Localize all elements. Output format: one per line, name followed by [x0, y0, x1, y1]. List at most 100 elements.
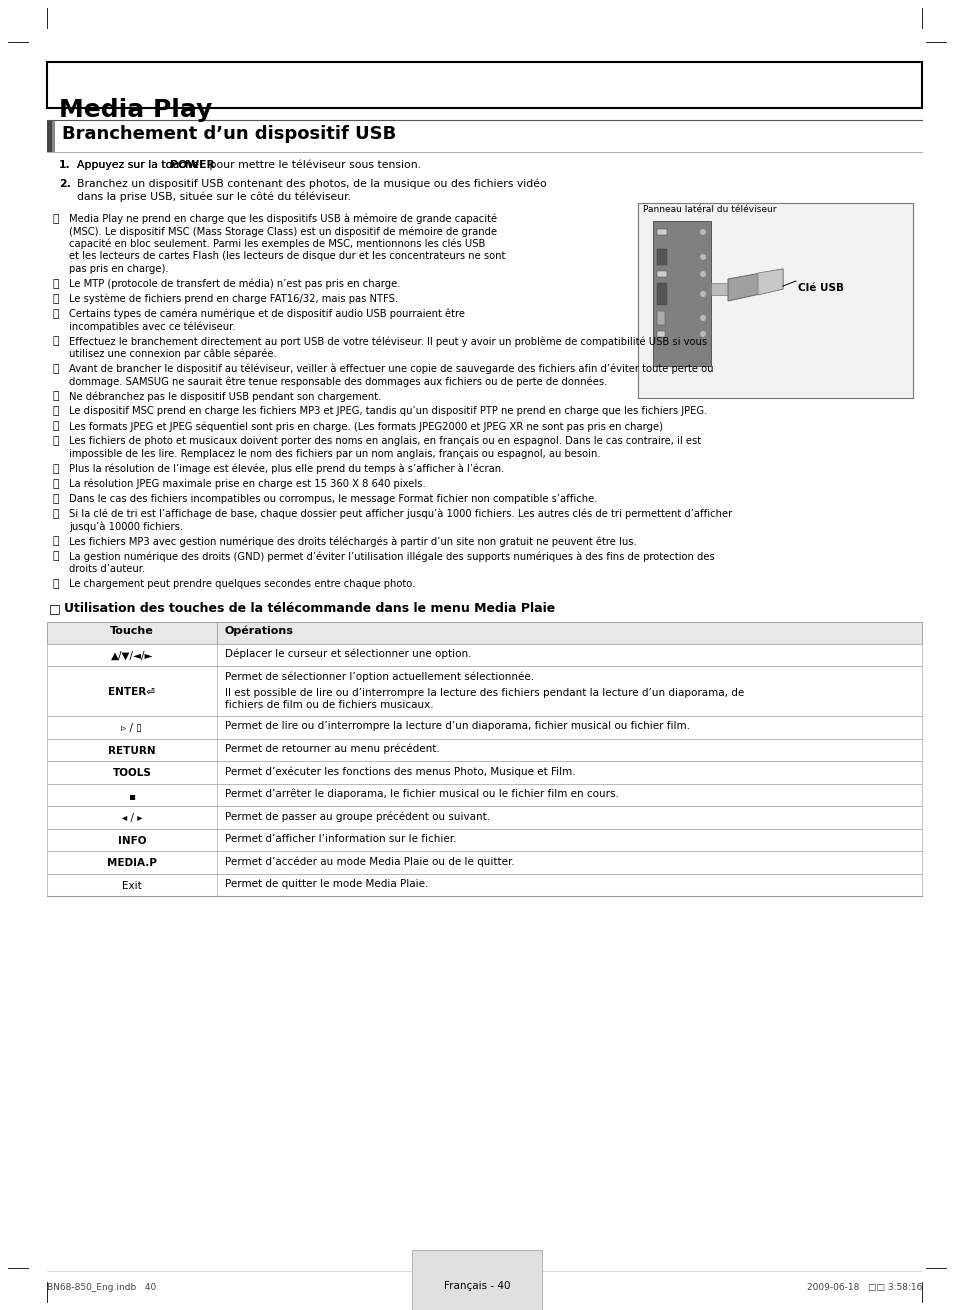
- Bar: [652, 221, 710, 365]
- Text: incompatibles avec ce téléviseur.: incompatibles avec ce téléviseur.: [69, 321, 235, 331]
- Bar: [47, 622, 921, 643]
- Text: et les lecteurs de cartes Flash (les lecteurs de disque dur et les concentrateur: et les lecteurs de cartes Flash (les lec…: [69, 252, 505, 261]
- Text: ▹ / ▯: ▹ / ▯: [121, 723, 142, 734]
- Text: INFO: INFO: [117, 836, 146, 846]
- Text: Permet de retourner au menu précédent.: Permet de retourner au menu précédent.: [225, 744, 439, 755]
- Circle shape: [700, 254, 705, 259]
- Circle shape: [700, 314, 705, 321]
- Bar: [47, 783, 921, 806]
- Bar: [47, 739, 921, 761]
- Circle shape: [700, 229, 705, 234]
- Text: ⦸: ⦸: [52, 508, 58, 519]
- Bar: [47, 761, 921, 783]
- Bar: [657, 271, 666, 276]
- Bar: [47, 667, 921, 717]
- Text: MEDIA.P: MEDIA.P: [107, 858, 157, 869]
- Text: Déplacer le curseur et sélectionner une option.: Déplacer le curseur et sélectionner une …: [225, 648, 471, 659]
- Text: ⦸: ⦸: [52, 309, 58, 318]
- Text: ⦸: ⦸: [52, 293, 58, 304]
- Text: La gestion numérique des droits (GND) permet d’éviter l’utilisation illégale des: La gestion numérique des droits (GND) pe…: [69, 552, 714, 562]
- Polygon shape: [727, 269, 782, 301]
- Text: Appuyez sur la touche: Appuyez sur la touche: [77, 160, 202, 170]
- Text: Les fichiers MP3 avec gestion numérique des droits téléchargés à partir d’un sit: Les fichiers MP3 avec gestion numérique …: [69, 536, 636, 546]
- Bar: [52, 121, 55, 152]
- Text: Permet de passer au groupe précédent ou suivant.: Permet de passer au groupe précédent ou …: [225, 811, 490, 821]
- Text: utilisez une connexion par câble séparée.: utilisez une connexion par câble séparée…: [69, 348, 276, 359]
- Polygon shape: [758, 269, 782, 295]
- Text: 2.: 2.: [59, 178, 71, 189]
- Text: Le dispositif MSC prend en charge les fichiers MP3 et JPEG, tandis qu’un disposi: Le dispositif MSC prend en charge les fi…: [69, 406, 706, 417]
- Text: Le chargement peut prendre quelques secondes entre chaque photo.: Le chargement peut prendre quelques seco…: [69, 579, 415, 588]
- Text: ⦸: ⦸: [52, 279, 58, 288]
- Text: Clé USB: Clé USB: [797, 283, 843, 293]
- Circle shape: [700, 331, 705, 337]
- Text: Les fichiers de photo et musicaux doivent porter des noms en anglais, en françai: Les fichiers de photo et musicaux doiven…: [69, 436, 700, 447]
- Text: Permet de quitter le mode Media Plaie.: Permet de quitter le mode Media Plaie.: [225, 879, 428, 888]
- Text: Branchement d’un dispositif USB: Branchement d’un dispositif USB: [62, 124, 395, 143]
- Text: droits d’auteur.: droits d’auteur.: [69, 563, 145, 574]
- Text: fichiers de film ou de fichiers musicaux.: fichiers de film ou de fichiers musicaux…: [225, 701, 434, 710]
- Bar: [47, 717, 921, 739]
- Text: ⦸: ⦸: [52, 392, 58, 401]
- Text: dans la prise USB, située sur le côté du téléviseur.: dans la prise USB, située sur le côté du…: [77, 191, 351, 202]
- Text: Permet d’exécuter les fonctions des menus Photo, Musique et Film.: Permet d’exécuter les fonctions des menu…: [225, 766, 575, 777]
- Bar: [47, 121, 52, 152]
- Text: Permet de sélectionner l’option actuellement sélectionnée.: Permet de sélectionner l’option actuelle…: [225, 671, 534, 681]
- Text: ▪: ▪: [129, 791, 135, 800]
- Text: capacité en bloc seulement. Parmi les exemples de MSC, mentionnons les clés USB: capacité en bloc seulement. Parmi les ex…: [69, 238, 485, 249]
- Bar: [47, 806, 921, 829]
- Circle shape: [700, 271, 705, 276]
- Text: dommage. SAMSUG ne saurait être tenue responsable des dommages aux fichiers ou d: dommage. SAMSUG ne saurait être tenue re…: [69, 376, 607, 386]
- Text: ⦸: ⦸: [52, 436, 58, 447]
- Bar: [657, 283, 666, 305]
- Text: Certains types de caméra numérique et de dispositif audio USB pourraient être: Certains types de caméra numérique et de…: [69, 309, 464, 320]
- Text: Effectuez le branchement directement au port USB de votre téléviseur. Il peut y : Effectuez le branchement directement au …: [69, 337, 706, 347]
- Text: ⦸: ⦸: [52, 214, 58, 224]
- Text: ⦸: ⦸: [52, 494, 58, 504]
- Text: Appuyez sur la touche: Appuyez sur la touche: [77, 160, 202, 170]
- Text: (MSC). Le dispositif MSC (Mass Storage Class) est un dispositif de mémoire de gr: (MSC). Le dispositif MSC (Mass Storage C…: [69, 227, 497, 237]
- Text: ⦸: ⦸: [52, 579, 58, 588]
- Text: Permet d’accéder au mode Media Plaie ou de le quitter.: Permet d’accéder au mode Media Plaie ou …: [225, 857, 515, 867]
- Text: Opérations: Opérations: [225, 626, 294, 637]
- Bar: [657, 310, 664, 325]
- Circle shape: [700, 291, 705, 297]
- Text: ⦸: ⦸: [52, 536, 58, 546]
- Text: pas pris en charge).: pas pris en charge).: [69, 263, 169, 274]
- Text: Utilisation des touches de la télécommande dans le menu Media Plaie: Utilisation des touches de la télécomman…: [64, 601, 555, 614]
- Bar: [657, 249, 666, 265]
- Bar: [47, 829, 921, 852]
- Text: ENTER⏎: ENTER⏎: [109, 688, 155, 697]
- Text: Exit: Exit: [122, 882, 142, 891]
- Text: impossible de les lire. Remplacez le nom des fichiers par un nom anglais, frança: impossible de les lire. Remplacez le nom…: [69, 449, 600, 458]
- Text: □: □: [49, 601, 61, 614]
- Text: Panneau latéral du téléviseur: Panneau latéral du téléviseur: [642, 204, 776, 214]
- Text: ⦸: ⦸: [52, 552, 58, 561]
- Text: Media Play: Media Play: [59, 98, 213, 122]
- Bar: [47, 643, 921, 667]
- Bar: [638, 203, 912, 398]
- Text: Avant de brancher le dispositif au téléviseur, veiller à effectuer une copie de : Avant de brancher le dispositif au télév…: [69, 364, 713, 375]
- Text: ⦸: ⦸: [52, 464, 58, 474]
- Text: Les formats JPEG et JPEG séquentiel sont pris en charge. (Les formats JPEG2000 e: Les formats JPEG et JPEG séquentiel sont…: [69, 422, 662, 432]
- Text: La résolution JPEG maximale prise en charge est 15 360 X 8 640 pixels.: La résolution JPEG maximale prise en cha…: [69, 478, 425, 489]
- Bar: [657, 229, 666, 234]
- Text: Media Play ne prend en charge que les dispositifs USB à mémoire de grande capaci: Media Play ne prend en charge que les di…: [69, 214, 497, 224]
- Bar: [657, 331, 664, 337]
- Text: jusqu’à 10000 fichiers.: jusqu’à 10000 fichiers.: [69, 521, 183, 532]
- Text: RETURN: RETURN: [108, 745, 155, 756]
- Text: 2009-06-18   □□ 3:58:16: 2009-06-18 □□ 3:58:16: [806, 1282, 921, 1292]
- Text: ⦸: ⦸: [52, 337, 58, 346]
- Bar: [47, 852, 921, 874]
- Text: Plus la résolution de l’image est élevée, plus elle prend du temps à s’afficher : Plus la résolution de l’image est élevée…: [69, 464, 504, 474]
- Text: Permet d’afficher l’information sur le fichier.: Permet d’afficher l’information sur le f…: [225, 833, 456, 844]
- Text: Le système de fichiers prend en charge FAT16/32, mais pas NTFS.: Le système de fichiers prend en charge F…: [69, 293, 397, 304]
- Text: BN68-850_Eng.indb   40: BN68-850_Eng.indb 40: [47, 1282, 156, 1292]
- Text: 1.: 1.: [59, 160, 71, 170]
- Text: Il est possible de lire ou d’interrompre la lecture des fichiers pendant la lect: Il est possible de lire ou d’interrompre…: [225, 688, 743, 698]
- Text: ⦸: ⦸: [52, 364, 58, 373]
- Text: Ne débranchez pas le dispositif USB pendant son chargement.: Ne débranchez pas le dispositif USB pend…: [69, 392, 381, 402]
- Text: pour mettre le téléviseur sous tension.: pour mettre le téléviseur sous tension.: [206, 160, 421, 170]
- Text: Si la clé de tri est l’affichage de base, chaque dossier peut afficher jusqu’à 1: Si la clé de tri est l’affichage de base…: [69, 508, 732, 519]
- Text: Français - 40: Français - 40: [443, 1281, 510, 1290]
